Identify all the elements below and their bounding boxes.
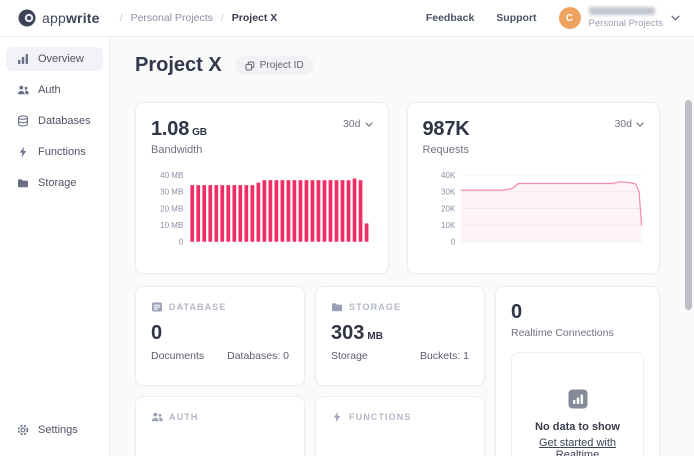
- svg-text:0: 0: [179, 237, 184, 246]
- realtime-connections-label: Realtime Connections: [511, 327, 614, 339]
- realtime-empty-state: No data to show Get started with Realtim…: [511, 352, 644, 456]
- account-menu[interactable]: C Personal Projects: [558, 7, 680, 29]
- requests-label: Requests: [422, 144, 469, 156]
- storage-card: STORAGE 303 MB Storage Buckets: 1: [315, 286, 485, 386]
- folder-icon: [332, 303, 342, 312]
- avatar: C: [558, 7, 581, 29]
- sidebar: Overview Auth Databases Functions Storag…: [0, 37, 110, 456]
- bandwidth-period-dropdown[interactable]: 30d: [343, 118, 373, 130]
- sidebar-item-storage[interactable]: Storage: [6, 171, 103, 195]
- no-data-chart-icon: [568, 389, 587, 409]
- chevron-down-icon: [636, 121, 644, 127]
- sidebar-item-settings[interactable]: Settings: [6, 418, 103, 442]
- top-header: appwrite / Personal Projects / Project X…: [0, 0, 694, 37]
- copy-icon: [245, 61, 255, 70]
- requests-card: 987K Requests 30d 40K 30K 20K 10K 0: [406, 102, 660, 274]
- svg-text:20K: 20K: [441, 204, 456, 213]
- svg-text:40K: 40K: [441, 171, 456, 180]
- chevron-down-icon: [671, 15, 680, 21]
- sidebar-item-databases[interactable]: Databases: [6, 109, 103, 133]
- svg-text:20 MB: 20 MB: [160, 204, 184, 213]
- requests-line-chart: 40K 30K 20K 10K 0: [441, 171, 642, 247]
- folder-icon: [18, 179, 28, 188]
- bandwidth-label: Bandwidth: [151, 144, 203, 156]
- documents-label: Documents: [151, 350, 205, 362]
- breadcrumb-separator: /: [220, 12, 224, 24]
- users-icon: [151, 412, 163, 422]
- requests-value: 987K: [422, 118, 470, 140]
- project-id-badge-label: Project ID: [259, 60, 304, 71]
- sidebar-item-label: Overview: [38, 53, 84, 65]
- lightning-icon: [333, 411, 341, 423]
- user-name-redacted: [588, 7, 655, 15]
- auth-card: AUTH: [135, 396, 305, 456]
- appwrite-logo[interactable]: appwrite: [18, 9, 100, 27]
- appwrite-logo-icon: [18, 9, 36, 27]
- storage-card-header: STORAGE: [349, 302, 402, 312]
- realtime-connections-count: 0: [511, 301, 523, 323]
- sidebar-item-auth[interactable]: Auth: [6, 78, 103, 102]
- auth-card-header: AUTH: [169, 412, 199, 422]
- sidebar-item-label: Databases: [38, 115, 91, 127]
- sidebar-item-functions[interactable]: Functions: [6, 140, 103, 164]
- realtime-card: 0 Realtime Connections No data to show G…: [495, 286, 660, 456]
- bandwidth-value: 1.08 GB: [151, 118, 207, 140]
- main-content: Project X Project ID 1.08 GB Bandwidth 30…: [111, 37, 694, 456]
- databases-count: Databases: 0: [227, 350, 289, 362]
- page-title: Project X: [135, 54, 222, 76]
- functions-card: FUNCTIONS: [315, 396, 485, 456]
- buckets-count: Buckets: 1: [419, 350, 469, 362]
- no-data-title: No data to show: [535, 421, 620, 433]
- vertical-scrollbar-thumb[interactable]: [685, 100, 692, 310]
- sidebar-item-overview[interactable]: Overview: [6, 47, 103, 71]
- sidebar-item-label: Storage: [38, 177, 77, 189]
- storage-value: 303 MB: [331, 322, 383, 344]
- svg-text:40 MB: 40 MB: [160, 171, 184, 180]
- database-icon: [152, 302, 162, 312]
- sidebar-item-label: Auth: [38, 84, 61, 96]
- feedback-link[interactable]: Feedback: [425, 12, 475, 24]
- documents-count: 0: [151, 322, 163, 344]
- sidebar-item-label: Functions: [38, 146, 86, 158]
- project-id-badge[interactable]: Project ID: [234, 56, 314, 75]
- breadcrumb-separator: /: [119, 12, 123, 24]
- gear-icon: [17, 424, 29, 436]
- sidebar-item-label: Settings: [38, 424, 78, 436]
- bandwidth-bar-chart: 40 MB 30 MB 20 MB 10 MB 0: [160, 171, 369, 247]
- breadcrumb: / Personal Projects / Project X: [120, 12, 278, 24]
- svg-text:0: 0: [450, 237, 455, 246]
- breadcrumb-project[interactable]: Project X: [231, 12, 278, 24]
- requests-period-dropdown[interactable]: 30d: [614, 118, 644, 130]
- breadcrumb-personal-projects[interactable]: Personal Projects: [130, 12, 213, 24]
- database-card-header: DATABASE: [169, 302, 227, 312]
- bandwidth-card: 1.08 GB Bandwidth 30d 40 MB 30 MB 20 MB 10 M…: [135, 102, 389, 274]
- svg-text:30 MB: 30 MB: [160, 188, 184, 197]
- database-card: DATABASE 0 Documents Databases: 0: [135, 286, 305, 386]
- get-started-realtime-link[interactable]: Get started with Realtime: [538, 437, 617, 456]
- database-icon: [18, 115, 28, 127]
- lightning-icon: [19, 146, 27, 158]
- svg-text:10 MB: 10 MB: [160, 221, 184, 230]
- chevron-down-icon: [364, 121, 373, 127]
- functions-card-header: FUNCTIONS: [349, 412, 412, 422]
- account-organization: Personal Projects: [588, 18, 663, 29]
- users-icon: [17, 85, 29, 95]
- storage-label: Storage: [331, 350, 368, 362]
- svg-text:10K: 10K: [441, 221, 456, 230]
- support-link[interactable]: Support: [496, 12, 537, 24]
- svg-text:30K: 30K: [441, 188, 456, 197]
- bar-chart-icon: [18, 54, 28, 64]
- appwrite-logo-text: appwrite: [42, 10, 100, 26]
